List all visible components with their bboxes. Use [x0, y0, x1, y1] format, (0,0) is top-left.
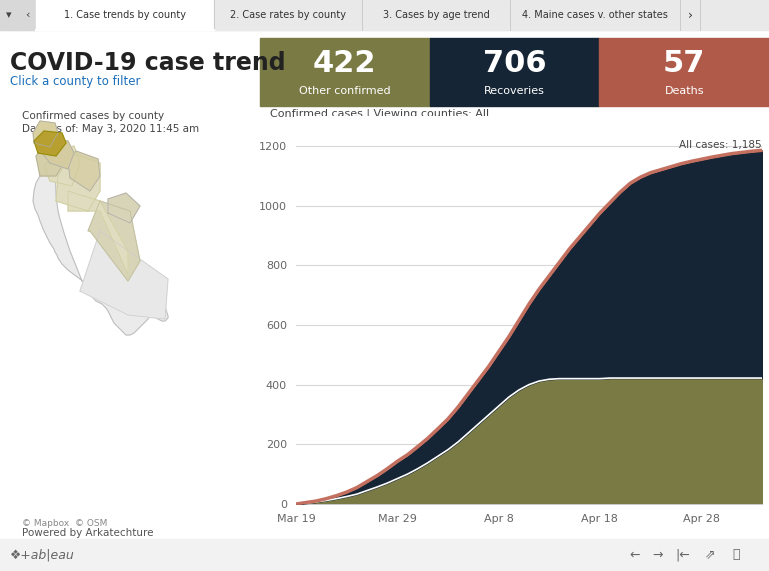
Polygon shape	[56, 153, 100, 211]
Bar	[18, 0, 36, 30]
Bar	[260, 38, 430, 106]
Polygon shape	[44, 146, 80, 186]
Polygon shape	[80, 231, 168, 319]
Text: Powered by Arkatechture: Powered by Arkatechture	[22, 528, 154, 538]
Text: 706: 706	[483, 49, 546, 78]
Polygon shape	[33, 156, 168, 335]
Bar	[214, 0, 362, 30]
Text: Confirmed cases by county: Confirmed cases by county	[22, 111, 164, 121]
Text: Other confirmed: Other confirmed	[299, 86, 391, 96]
Polygon shape	[36, 141, 70, 176]
Polygon shape	[108, 193, 140, 223]
Text: 2. Case rates by county: 2. Case rates by county	[230, 10, 346, 20]
Bar	[599, 38, 769, 106]
Polygon shape	[68, 151, 100, 191]
Text: ❖+ab|eau: ❖+ab|eau	[10, 549, 75, 561]
Text: Confirmed cases | Viewing counties: All: Confirmed cases | Viewing counties: All	[270, 108, 489, 119]
Bar	[36, 0, 214, 30]
Text: Click a county to filter: Click a county to filter	[10, 74, 141, 87]
Text: →: →	[653, 549, 663, 561]
Polygon shape	[33, 121, 58, 147]
Bar	[0, 0, 18, 30]
Text: ⧉: ⧉	[732, 549, 740, 561]
Bar	[0, 539, 769, 571]
Text: ‹: ‹	[25, 10, 29, 20]
Text: ⇗: ⇗	[704, 549, 715, 561]
Text: 3. Cases by age trend: 3. Cases by age trend	[383, 10, 489, 20]
Text: All cases: 1,185: All cases: 1,185	[679, 140, 762, 150]
Text: 57: 57	[663, 49, 705, 78]
Polygon shape	[88, 201, 140, 281]
Polygon shape	[68, 191, 128, 275]
Bar	[430, 38, 599, 106]
Text: Data as of: May 3, 2020 11:45 am: Data as of: May 3, 2020 11:45 am	[22, 124, 199, 134]
Text: ›: ›	[687, 9, 693, 22]
Text: 422: 422	[313, 49, 377, 78]
Text: 1. Case trends by county: 1. Case trends by county	[64, 10, 186, 20]
Polygon shape	[42, 139, 74, 169]
Bar	[362, 0, 510, 30]
Text: COVID-19 case trend: COVID-19 case trend	[10, 51, 285, 75]
Bar	[510, 0, 680, 30]
Polygon shape	[34, 131, 66, 156]
Text: 4. Maine cases v. other states: 4. Maine cases v. other states	[522, 10, 668, 20]
Text: Deaths: Deaths	[664, 86, 704, 96]
Text: |←: |←	[676, 549, 691, 561]
Text: ←: ←	[630, 549, 641, 561]
Text: Recoveries: Recoveries	[484, 86, 545, 96]
Text: © Mapbox  © OSM: © Mapbox © OSM	[22, 518, 108, 528]
Bar	[680, 0, 700, 30]
Bar	[0, 0, 769, 30]
Text: ▾: ▾	[6, 10, 12, 20]
